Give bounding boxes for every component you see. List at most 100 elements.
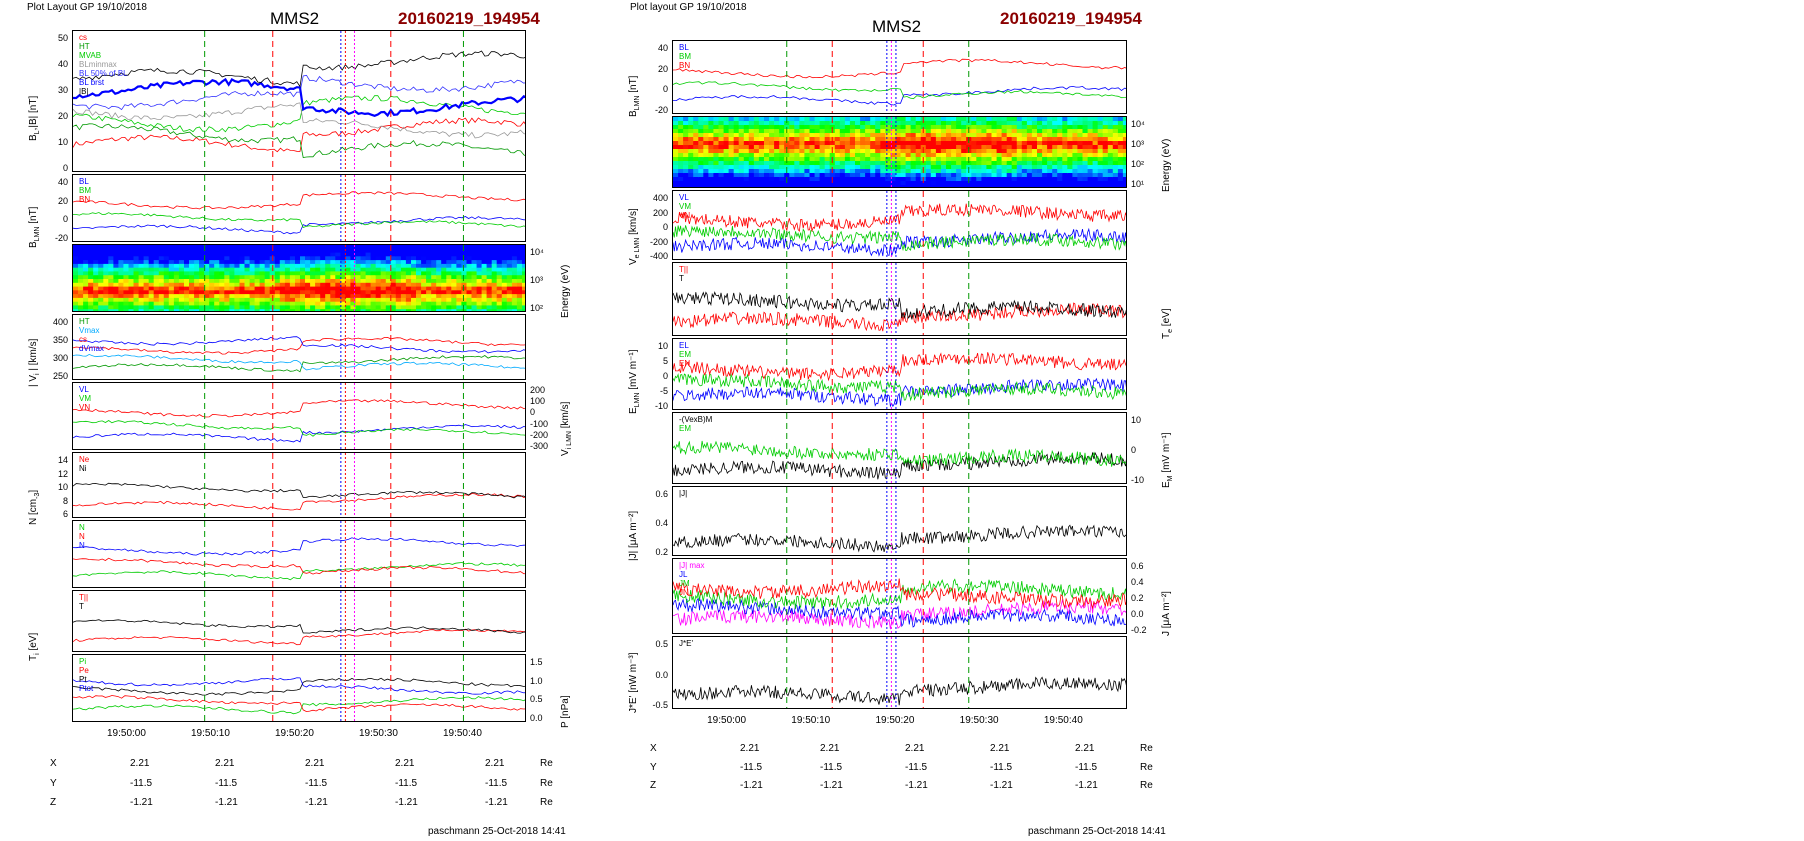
spectrogram-cell [971,161,977,166]
series-line-4 [673,578,1126,610]
spectrogram-cell [254,263,261,269]
spectrogram-cell [1097,137,1104,142]
spectrogram-cell [224,286,230,291]
spectrogram-cell [295,286,301,291]
spectrogram-cell [340,286,346,291]
spectrogram-cell [875,157,881,162]
spectrogram-cell [103,301,109,307]
spectrogram-cell [426,309,432,311]
spectrogram-cell [178,252,185,257]
spectrogram-cell [335,286,341,291]
spectrogram-cell [138,309,145,311]
spectrogram-cell [769,169,775,174]
spectrogram-cell [330,286,336,291]
spectrogram-cell [461,263,467,269]
spectrogram-cell [133,267,140,273]
spectrogram-cell [713,153,720,158]
spectrogram-cell [996,157,1003,162]
spectrogram-cell [128,248,135,254]
spectrogram-cell [1102,129,1109,134]
spectrogram-cell [1011,185,1018,187]
spectrogram-cell [870,117,876,122]
spectrogram-cell [1082,121,1089,126]
spectrogram-cell [289,290,296,295]
y-tick-label: 0 [62,214,68,225]
spectrogram-cell [951,145,957,150]
spectrogram-cell [315,252,321,257]
spectrogram-cell [839,165,846,170]
spectrogram-cell [446,252,452,257]
spectrogram-cell [678,153,684,158]
spectrogram-cell [229,252,235,257]
spectrogram-cell [431,245,437,250]
spectrogram-cell [678,185,684,187]
spectrogram-cell [421,301,427,307]
spectrogram-cell [73,267,79,273]
spectrogram-cell [73,263,79,269]
spectrogram-cell [693,153,699,158]
spectrogram-cell [516,286,523,291]
legend-entry: T|| [679,265,689,274]
spectrogram-cell [1112,181,1119,186]
spectrogram-cell [214,301,220,307]
spectrogram-cell [1077,125,1084,130]
spectrogram-cell [971,177,977,182]
spectrogram-cell [900,137,907,142]
spectrogram-cell [279,248,286,254]
spectrogram-cell [219,282,225,288]
spectrogram-cell [1021,137,1028,142]
spectrogram-cell [340,294,346,299]
spectrogram-cell [971,157,977,162]
spectrogram-cell [1107,133,1114,138]
spectrogram-cell [214,309,220,311]
spectrogram-cell [416,256,422,261]
spectrogram-cell [789,157,795,162]
spectrogram-cell [723,165,730,170]
spectrogram-cell [748,157,755,162]
spectrogram-cell [764,145,770,150]
spectrogram-cell [996,141,1003,146]
spectrogram-cell [496,279,503,284]
spectrogram-cell [173,279,180,284]
spectrogram-cell [148,256,155,261]
spectrogram-cell [900,185,907,187]
spectrogram-cell [743,169,750,174]
spectrogram-cell [456,301,462,307]
spectrogram-cell [1087,157,1094,162]
spectrogram-cell [315,297,321,303]
spectrogram-cell [1067,133,1073,138]
spectrogram-cell [764,173,770,178]
spectrogram-cell [910,121,917,126]
spectrogram-cell [880,133,886,138]
spectrogram-cell [461,279,467,284]
spectrogram-cell [1077,157,1084,162]
spectrogram-cell [486,282,493,288]
spectrogram-cell [158,290,165,295]
spectrogram-cell [405,252,412,257]
spectrogram-cell [799,133,806,138]
spectrogram-cell [855,121,861,126]
spectrogram-cell [229,275,235,280]
spectrogram-cell [1021,173,1028,178]
spectrogram-cell [345,267,351,273]
spectrogram-cell [385,267,392,273]
spectrogram-cell [779,117,785,122]
spectrogram-cell [956,137,962,142]
y-tick-label: 0 [1131,445,1137,455]
spectrogram-cell [390,267,397,273]
spectrogram-cell [779,141,785,146]
spectrogram-cell [143,279,150,284]
spectrogram-cell [279,263,286,269]
spectrogram-cell [511,248,518,254]
spectrogram-cell [204,301,210,307]
spectrogram-cell [844,185,851,187]
spectrogram-cell [133,279,140,284]
spectrogram-cell [713,185,720,187]
spectrogram-cell [330,252,336,257]
spectrogram-cell [83,297,89,303]
spectrogram-cell [456,294,462,299]
spectrogram-cell [678,169,684,174]
spectrogram-cell [935,165,942,170]
spectrogram-cell [476,271,483,276]
spectrogram-cell [991,117,998,122]
